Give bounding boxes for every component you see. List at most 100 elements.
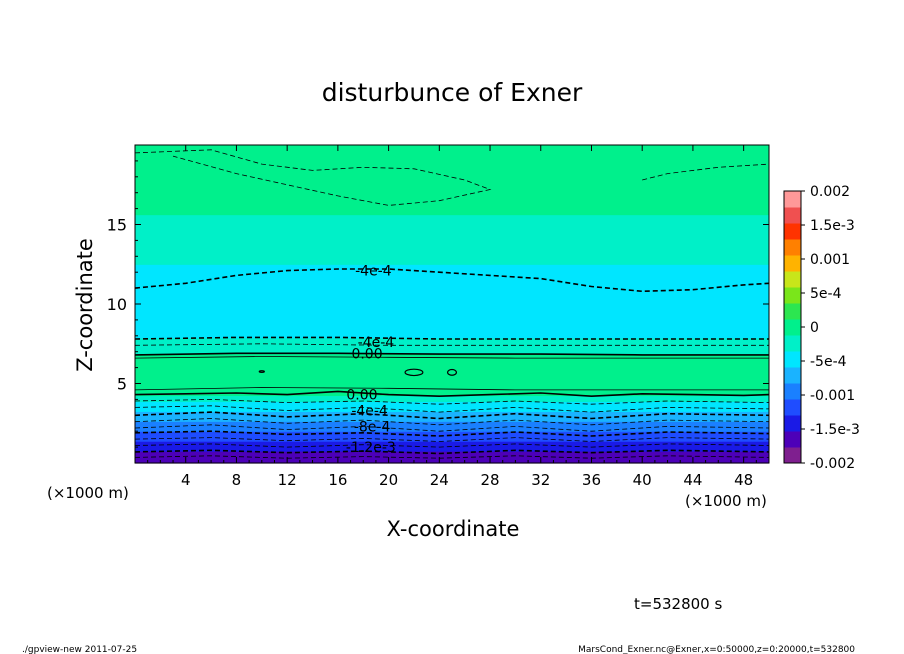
field-band bbox=[135, 443, 769, 446]
field-band bbox=[135, 186, 769, 190]
field-band bbox=[135, 292, 769, 295]
field-band bbox=[135, 196, 769, 200]
x-axis-ticks: 4 8 12 16 20 24 28 32 36 40 44 48 bbox=[147, 145, 757, 489]
colorbar-label: 1.5e-3 bbox=[810, 218, 855, 234]
contour-line bbox=[134, 418, 770, 426]
field-band bbox=[135, 208, 769, 212]
field-band bbox=[135, 176, 769, 180]
field-band bbox=[135, 337, 769, 341]
field-band bbox=[135, 399, 769, 402]
y-axis-label: Z-coordinate bbox=[73, 238, 97, 372]
x-tick-label: 32 bbox=[531, 471, 550, 489]
field-band bbox=[135, 397, 769, 400]
field-band bbox=[135, 252, 769, 255]
field-band bbox=[135, 457, 769, 460]
contour-label: 0.00 bbox=[346, 388, 377, 404]
field-band bbox=[135, 401, 769, 404]
field-band bbox=[135, 329, 769, 333]
colorbar-label: -5e-4 bbox=[810, 354, 847, 370]
contour-label: -1.2e-3 bbox=[346, 440, 396, 456]
field-band bbox=[135, 433, 769, 436]
contour-line bbox=[134, 268, 770, 293]
field-band bbox=[135, 250, 769, 253]
contour-line bbox=[134, 405, 770, 413]
field-band bbox=[135, 313, 769, 317]
field-band bbox=[135, 240, 769, 243]
field-band bbox=[135, 158, 769, 162]
field-band bbox=[135, 290, 769, 293]
field-band bbox=[135, 343, 769, 347]
field-band bbox=[135, 407, 769, 410]
contour-line bbox=[134, 149, 492, 206]
contour-line bbox=[134, 437, 770, 442]
field-band bbox=[135, 311, 769, 315]
colorbar-swatch bbox=[784, 223, 801, 240]
field-band bbox=[135, 288, 769, 291]
field-band bbox=[135, 393, 769, 397]
field-band bbox=[135, 391, 769, 395]
colorbar-swatch bbox=[784, 191, 801, 208]
x-tick-label: 24 bbox=[430, 471, 449, 489]
contour-line bbox=[134, 449, 770, 455]
field-band bbox=[135, 367, 769, 371]
contour-label: -4e-4 bbox=[355, 264, 392, 280]
closed-contour bbox=[258, 370, 265, 373]
field-band bbox=[135, 355, 769, 359]
y-axis-ticks: 5 10 15 bbox=[107, 160, 769, 448]
field-band bbox=[135, 145, 769, 148]
field-band bbox=[135, 270, 769, 273]
field-band bbox=[135, 180, 769, 184]
field-band bbox=[135, 166, 769, 170]
field-band bbox=[135, 302, 769, 305]
colorbar-label: -0.001 bbox=[810, 388, 855, 404]
field-band bbox=[135, 200, 769, 204]
footer-left-note: ./gpview-new 2011-07-25 bbox=[22, 645, 137, 654]
x-tick-label: 16 bbox=[328, 471, 347, 489]
contour-line bbox=[134, 336, 769, 340]
field-band bbox=[135, 415, 769, 418]
colorbar-swatch bbox=[784, 207, 801, 224]
field-band bbox=[135, 427, 769, 430]
field-band bbox=[135, 405, 769, 408]
field-band bbox=[135, 419, 769, 422]
field-band bbox=[135, 262, 769, 265]
field-band bbox=[135, 375, 769, 379]
field-band bbox=[135, 363, 769, 367]
field-band bbox=[135, 260, 769, 263]
field-band bbox=[135, 224, 769, 228]
field-band bbox=[135, 423, 769, 426]
colorbar-label: 0 bbox=[810, 320, 819, 336]
field-band bbox=[135, 381, 769, 385]
colorbar-swatch bbox=[784, 287, 801, 304]
field-band bbox=[135, 284, 769, 287]
x-axis-label: X-coordinate bbox=[387, 517, 520, 541]
field-band bbox=[135, 212, 769, 216]
contour-label: -8e-4 bbox=[354, 419, 391, 435]
field-band bbox=[135, 238, 769, 241]
field-band bbox=[135, 298, 769, 301]
colorbar-swatch bbox=[784, 271, 801, 288]
contour-label: -4e-4 bbox=[351, 404, 388, 420]
field-band bbox=[135, 395, 769, 399]
x-unit-left: (×1000 m) bbox=[47, 484, 129, 502]
colorbar-swatch bbox=[784, 399, 801, 416]
plot-area: -4e-4-4e-40.000.00-4e-4-8e-4-1.2e-3 bbox=[134, 144, 770, 464]
x-unit-right: (×1000 m) bbox=[685, 492, 767, 510]
field-band bbox=[135, 357, 769, 361]
field-band bbox=[135, 198, 769, 202]
field-band bbox=[135, 413, 769, 416]
x-tick-label: 12 bbox=[278, 471, 297, 489]
field-band bbox=[135, 222, 769, 226]
colorbar-swatch bbox=[784, 303, 801, 320]
field-band bbox=[135, 455, 769, 458]
field-band bbox=[135, 230, 769, 234]
field-band bbox=[135, 190, 769, 194]
contour-line bbox=[134, 430, 770, 437]
field-band bbox=[135, 417, 769, 420]
field-band bbox=[135, 385, 769, 389]
field-band bbox=[135, 345, 769, 349]
field-band bbox=[135, 214, 769, 218]
field-band bbox=[135, 148, 769, 152]
field-band bbox=[135, 447, 769, 450]
contour-label: 0.00 bbox=[351, 346, 382, 362]
